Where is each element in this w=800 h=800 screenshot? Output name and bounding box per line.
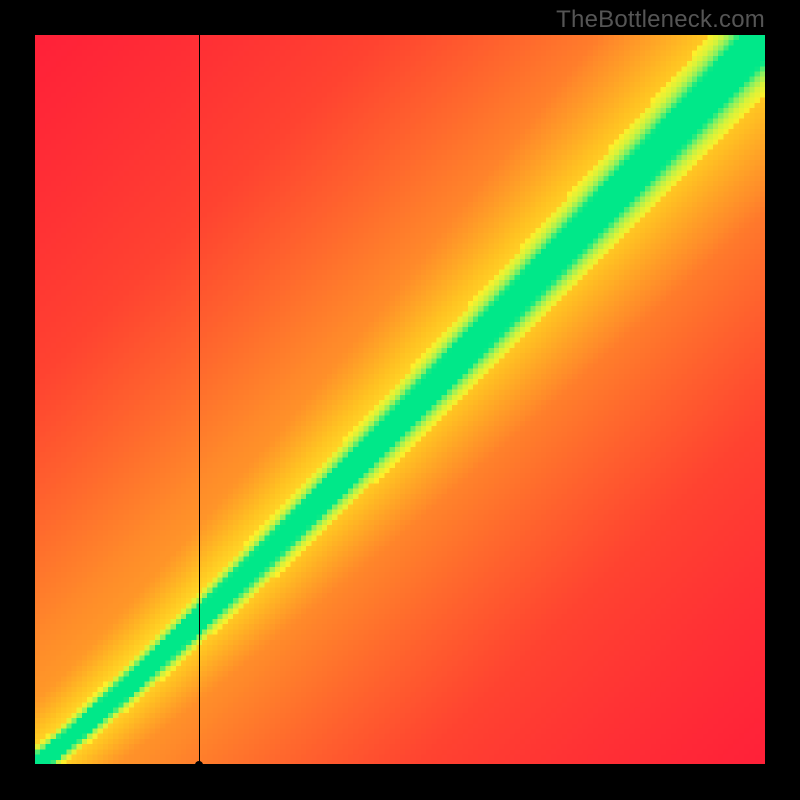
heatmap-canvas bbox=[35, 35, 765, 765]
watermark-text: TheBottleneck.com bbox=[556, 6, 765, 34]
x-axis-line bbox=[35, 764, 765, 765]
heatmap-plot-area bbox=[35, 35, 765, 765]
chart-container: TheBottleneck.com bbox=[0, 0, 800, 800]
vertical-reference-line bbox=[199, 35, 200, 765]
reference-marker-dot bbox=[195, 761, 203, 769]
